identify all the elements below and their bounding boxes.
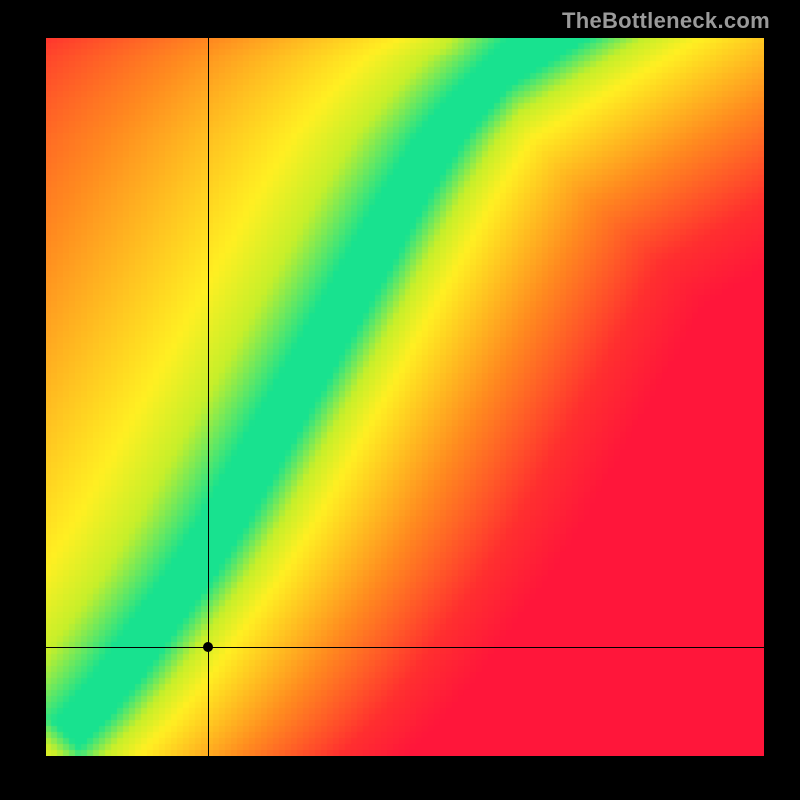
- crosshair-horizontal: [46, 647, 764, 648]
- crosshair-marker-dot: [203, 642, 213, 652]
- bottleneck-heatmap: [46, 38, 764, 756]
- watermark-text: TheBottleneck.com: [562, 8, 770, 34]
- chart-container: { "watermark": "TheBottleneck.com", "can…: [0, 0, 800, 800]
